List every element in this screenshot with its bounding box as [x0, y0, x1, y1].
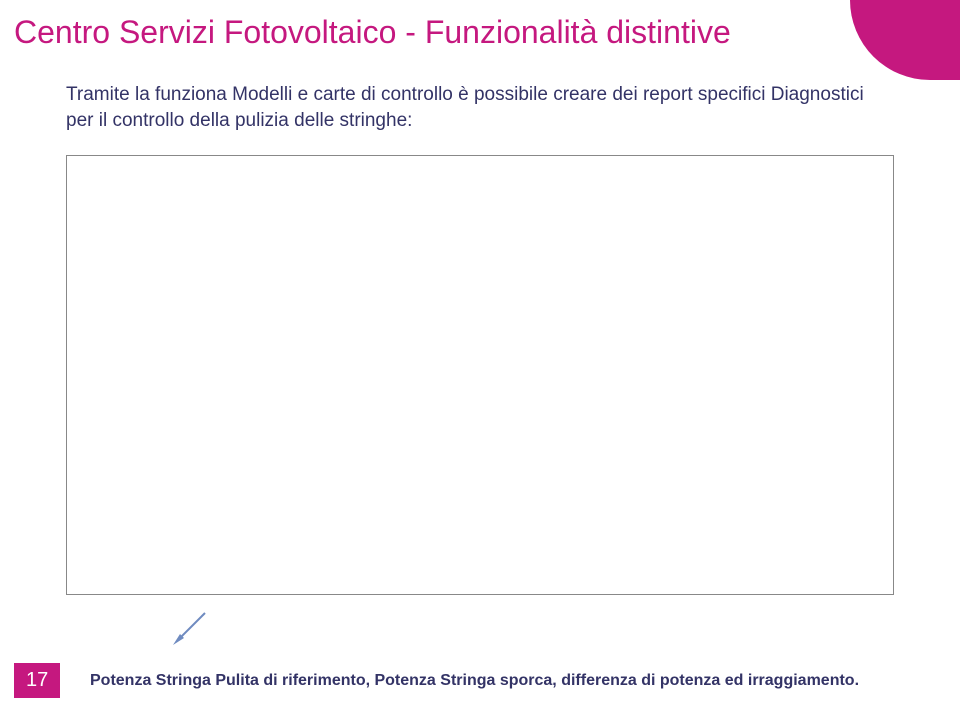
title-wrap: Centro Servizi Fotovoltaico - Funzionali…: [14, 14, 860, 51]
content-box: [66, 155, 894, 595]
arrow-icon: [170, 608, 210, 648]
footer-caption: Potenza Stringa Pulita di riferimento, P…: [90, 671, 894, 692]
corner-decoration: [850, 0, 960, 80]
page-number: 17: [14, 663, 60, 698]
body-text: Tramite la funziona Modelli e carte di c…: [66, 82, 894, 133]
slide-container: Centro Servizi Fotovoltaico - Funzionali…: [0, 0, 960, 718]
slide-title: Centro Servizi Fotovoltaico - Funzionali…: [14, 14, 860, 51]
